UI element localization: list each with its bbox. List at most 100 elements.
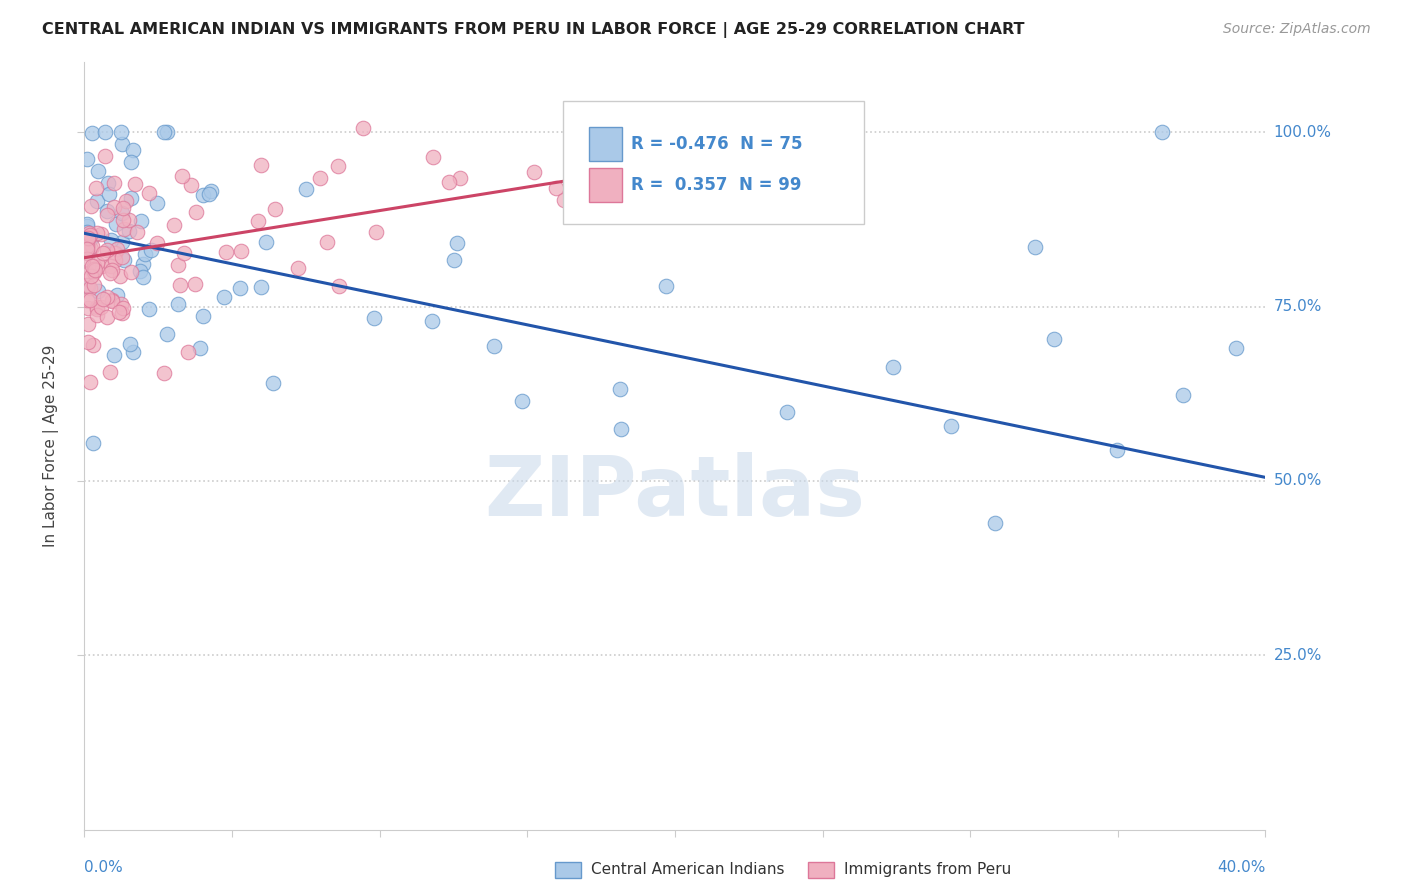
Point <box>83 259 105 273</box>
Point <box>776 405 799 419</box>
Text: 75.0%: 75.0% <box>1274 299 1322 314</box>
Point <box>97 176 120 190</box>
Text: ZIPatlas: ZIPatlas <box>485 451 865 533</box>
Point <box>1171 388 1194 402</box>
Point <box>103 348 125 362</box>
Point <box>111 235 134 249</box>
Point <box>104 245 127 260</box>
Point <box>79 199 101 213</box>
Point <box>366 225 388 239</box>
Point <box>152 366 174 380</box>
Point <box>131 214 153 228</box>
Point <box>326 159 349 173</box>
Point <box>84 181 107 195</box>
Point <box>90 227 112 242</box>
Point <box>188 341 211 355</box>
Point <box>229 281 252 295</box>
Text: 25.0%: 25.0% <box>1274 648 1322 663</box>
Point <box>76 278 98 293</box>
Text: 40.0%: 40.0% <box>1218 860 1265 875</box>
Point <box>111 201 134 215</box>
Point <box>98 266 121 280</box>
Point <box>103 176 125 190</box>
Point <box>167 258 190 272</box>
Point <box>287 261 309 276</box>
Point <box>111 250 134 264</box>
Point <box>191 309 214 323</box>
Point <box>103 200 125 214</box>
Point <box>76 153 98 167</box>
Point <box>122 344 145 359</box>
Point <box>77 301 100 316</box>
Point <box>86 301 108 316</box>
Point <box>510 393 533 408</box>
Point <box>112 252 135 267</box>
Point <box>167 297 190 311</box>
Point <box>198 187 221 202</box>
Point <box>112 213 135 227</box>
Point <box>76 252 98 266</box>
Point <box>96 208 118 222</box>
Point <box>82 338 104 352</box>
Point <box>125 226 148 240</box>
Point <box>156 125 179 139</box>
Point <box>443 253 465 268</box>
Point <box>215 245 238 260</box>
Point <box>446 236 468 251</box>
Point <box>76 335 98 350</box>
Point <box>79 242 101 256</box>
Text: 100.0%: 100.0% <box>1274 125 1331 140</box>
Point <box>544 181 567 195</box>
Point <box>316 235 339 250</box>
Point <box>128 263 150 277</box>
Point <box>118 213 141 227</box>
Point <box>82 436 104 450</box>
Point <box>352 121 374 136</box>
Point <box>177 344 200 359</box>
Point <box>76 245 98 260</box>
Point <box>124 177 146 191</box>
Point <box>87 163 110 178</box>
Point <box>191 188 214 202</box>
Point <box>111 136 134 151</box>
Text: Source: ZipAtlas.com: Source: ZipAtlas.com <box>1223 22 1371 37</box>
Point <box>247 213 270 227</box>
Point <box>132 256 155 270</box>
Point <box>86 301 108 315</box>
Point <box>120 264 142 278</box>
Point <box>108 269 131 284</box>
Point <box>76 317 98 331</box>
Point <box>254 235 277 249</box>
Point <box>79 228 101 243</box>
Text: 0.0%: 0.0% <box>84 860 124 875</box>
Point <box>79 281 101 295</box>
Point <box>100 233 122 247</box>
Text: 50.0%: 50.0% <box>1274 474 1322 488</box>
Point <box>249 279 271 293</box>
Point <box>100 294 122 309</box>
Point <box>110 125 132 139</box>
Point <box>87 284 110 298</box>
Point <box>79 375 101 389</box>
Point <box>76 243 98 257</box>
Point <box>522 165 544 179</box>
Point <box>1225 341 1247 355</box>
Point <box>655 279 678 293</box>
FancyBboxPatch shape <box>589 127 621 161</box>
Point <box>77 227 100 241</box>
Point <box>91 292 114 306</box>
Point <box>79 227 101 242</box>
Point <box>76 225 98 239</box>
Point <box>249 158 271 172</box>
Point <box>108 305 131 319</box>
Point <box>105 218 128 232</box>
Point <box>146 236 169 251</box>
Point <box>309 170 332 185</box>
Point <box>77 245 100 260</box>
Text: R = -0.476  N = 75: R = -0.476 N = 75 <box>631 135 803 153</box>
Point <box>200 184 222 198</box>
Point <box>86 308 108 322</box>
Point <box>1107 443 1129 458</box>
Point <box>76 230 98 244</box>
Point <box>229 244 252 259</box>
